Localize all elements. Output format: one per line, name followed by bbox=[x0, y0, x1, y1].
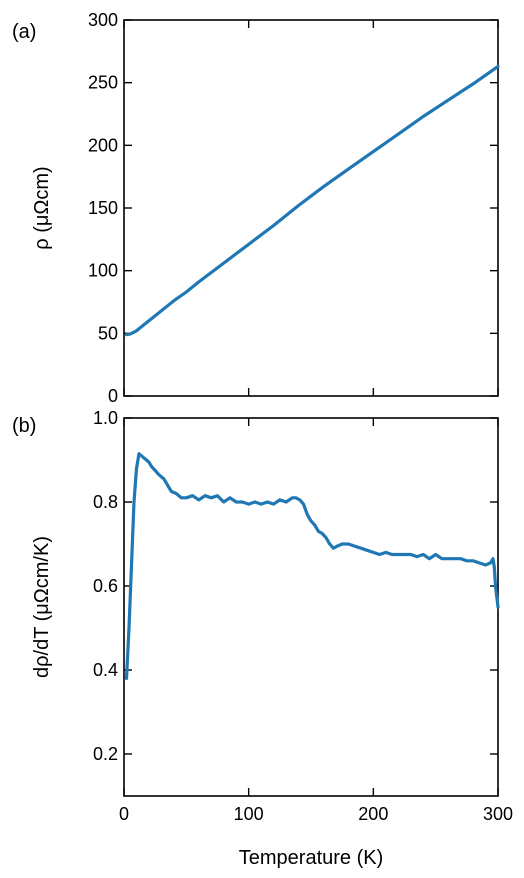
x-axis-title: Temperature (K) bbox=[239, 847, 384, 869]
y-tick-label: 0.2 bbox=[93, 744, 118, 764]
panel-label: (b) bbox=[12, 415, 36, 437]
series-line bbox=[124, 452, 500, 680]
x-tick-label: 0 bbox=[119, 804, 129, 824]
y-tick-label: 1.0 bbox=[93, 408, 118, 428]
y-tick-label: 0 bbox=[108, 386, 118, 406]
panel-label: (a) bbox=[12, 21, 36, 43]
y-axis-title: ρ (μΩcm) bbox=[31, 166, 53, 249]
x-tick-label: 300 bbox=[483, 804, 513, 824]
y-tick-label: 0.6 bbox=[93, 576, 118, 596]
y-tick-label: 50 bbox=[98, 323, 118, 343]
y-tick-label: 200 bbox=[88, 135, 118, 155]
x-tick-label: 100 bbox=[234, 804, 264, 824]
y-tick-label: 300 bbox=[88, 10, 118, 30]
x-tick-label: 200 bbox=[358, 804, 388, 824]
y-tick-label: 250 bbox=[88, 73, 118, 93]
y-axis-title: dρ/dT (μΩcm/K) bbox=[31, 536, 53, 678]
y-tick-label: 0.4 bbox=[93, 660, 118, 680]
series-line bbox=[124, 64, 500, 337]
panel-2-frame bbox=[123, 417, 499, 797]
y-tick-label: 150 bbox=[88, 198, 118, 218]
y-tick-label: 100 bbox=[88, 261, 118, 281]
y-tick-label: 0.8 bbox=[93, 492, 118, 512]
panel-1-frame bbox=[123, 19, 499, 397]
